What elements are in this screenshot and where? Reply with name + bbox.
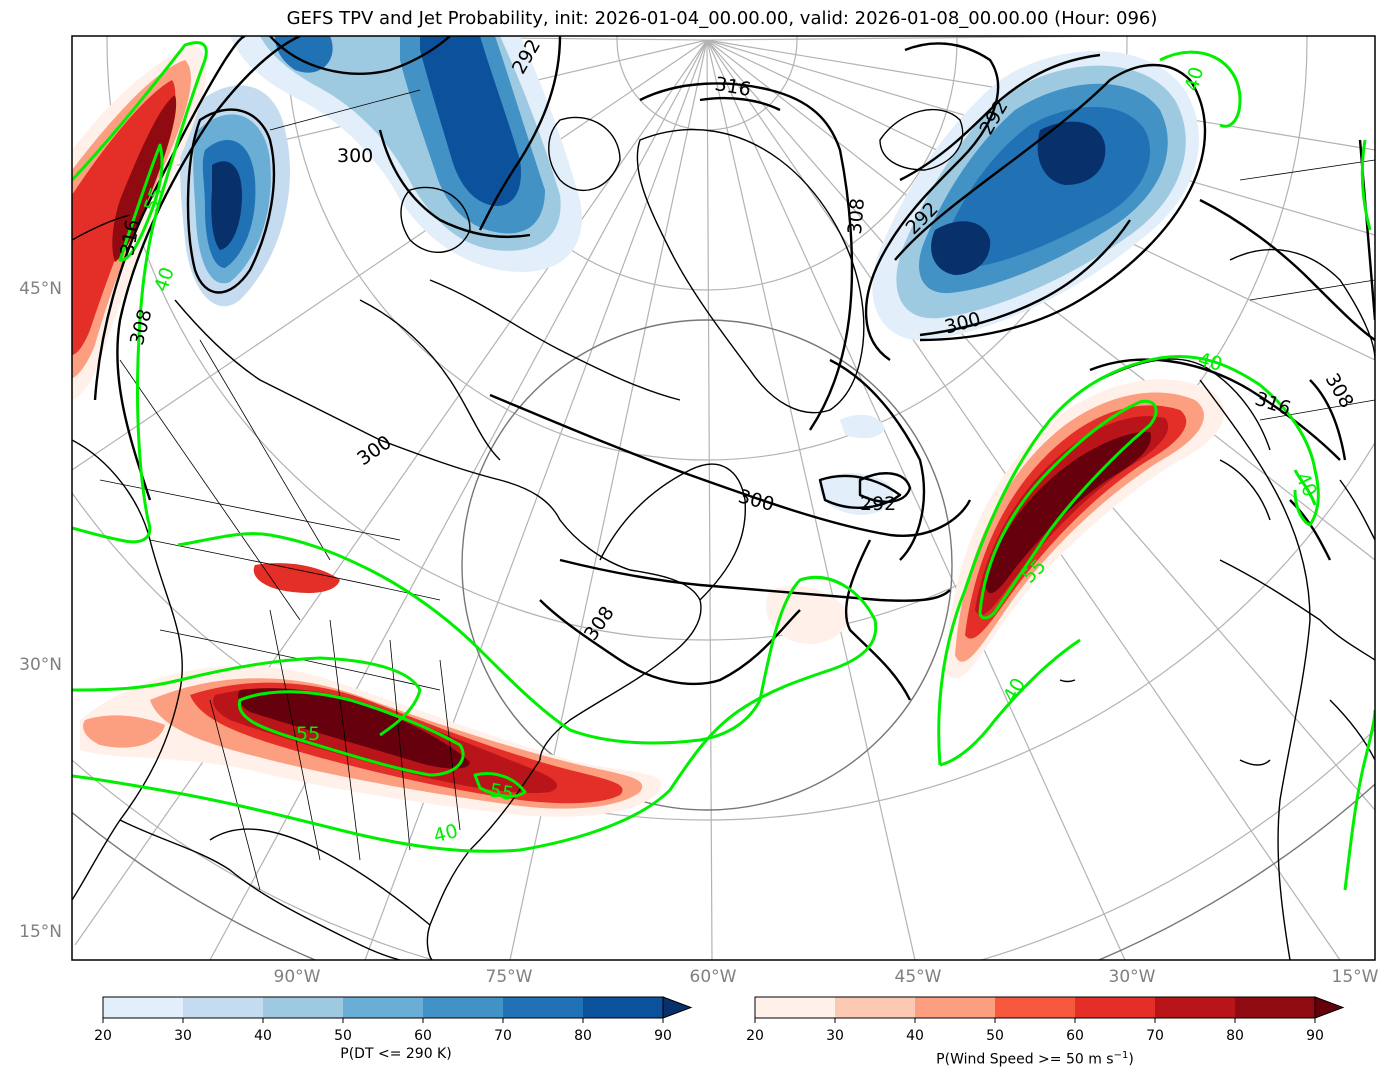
colorbar-tpv-label: P(DT <= 290 K) <box>340 1046 452 1062</box>
colorbar-segment <box>1075 997 1156 1018</box>
jet-label: 55 <box>296 723 320 745</box>
lon-labels: 90°W 75°W 60°W 45°W 30°W 15°W <box>274 967 1379 987</box>
theta-label: 300 <box>337 145 373 167</box>
colorbar-frame <box>754 996 1316 1019</box>
tpv-probability-shading <box>180 36 1199 515</box>
colorbar-tick-label: 30 <box>174 1028 192 1044</box>
jet-label: 55 <box>488 779 516 805</box>
colorbar-tick-label: 50 <box>334 1028 352 1044</box>
colorbar-extend-arrow <box>1314 996 1345 1019</box>
colorbar-tick-label: 90 <box>1306 1028 1324 1044</box>
colorbar-tick-label: 80 <box>1226 1028 1244 1044</box>
lon-label-60w: 60°W <box>690 967 737 987</box>
lat-label-15n: 15°N <box>19 922 62 942</box>
colorbar-segment <box>343 997 424 1018</box>
colorbar-tick-label: 30 <box>826 1028 844 1044</box>
colorbar-segment <box>183 997 264 1018</box>
colorbar-segment <box>263 997 344 1018</box>
lon-label-75w: 75°W <box>486 967 533 987</box>
lat-label-45n: 45°N <box>19 279 62 299</box>
coastlines-and-borders <box>72 108 1375 960</box>
jet-contours <box>72 41 1375 891</box>
lon-label-90w: 90°W <box>274 967 321 987</box>
colorbar-tick-label: 60 <box>1066 1028 1084 1044</box>
theta-label: 292 <box>860 493 896 515</box>
colorbar-segment <box>1235 997 1316 1018</box>
colorbar-tick-label: 90 <box>654 1028 672 1044</box>
theta-label: 308 <box>844 197 869 235</box>
colorbar-jet-label: P(Wind Speed >= 50 m s−1) <box>755 1050 1315 1068</box>
colorbar-segment <box>915 997 996 1018</box>
lon-label-15w: 15°W <box>1332 967 1379 987</box>
colorbar-jet-label-end: ) <box>1128 1051 1134 1068</box>
colorbar-tick-label: 20 <box>94 1028 112 1044</box>
colorbar-jet-label-exponent: −1 <box>1113 1050 1129 1061</box>
theta-contours <box>93 36 1375 701</box>
colorbar-frame <box>102 996 664 1019</box>
colorbar-tick-label: 40 <box>254 1028 272 1044</box>
lat-labels: 45°N 30°N 15°N <box>19 279 62 942</box>
colorbar-segment <box>995 997 1076 1018</box>
colorbar-tick-label: 50 <box>986 1028 1004 1044</box>
map-plot-area: 300 292 292 292 292 300 300 300 308 308 … <box>72 36 1375 960</box>
lat-label-30n: 30°N <box>19 655 62 675</box>
colorbar-jet-label-text: P(Wind Speed >= 50 m s <box>936 1051 1114 1068</box>
map-title: GEFS TPV and Jet Probability, init: 2026… <box>286 8 1158 29</box>
colorbar-tick-label: 40 <box>906 1028 924 1044</box>
colorbar-segment <box>1155 997 1236 1018</box>
jet-probability-shading <box>72 45 1225 817</box>
colorbar-segment <box>103 997 184 1018</box>
colorbar-segment <box>583 997 664 1018</box>
colorbar-jet: 20 30 40 50 60 70 80 90 <box>746 996 1345 1044</box>
colorbar-tick-label: 70 <box>494 1028 512 1044</box>
colorbar-tpv: 20 30 40 50 60 70 80 90 <box>94 996 693 1044</box>
colorbar-segment <box>755 997 836 1018</box>
colorbar-extend-arrow <box>662 996 693 1019</box>
colorbar-segment <box>423 997 504 1018</box>
colorbar-tick-label: 70 <box>1146 1028 1164 1044</box>
colorbar-tick-label: 60 <box>414 1028 432 1044</box>
political-borders <box>99 89 1375 891</box>
range-rings <box>72 319 1375 960</box>
colorbar-segment <box>503 997 584 1018</box>
lon-label-45w: 45°W <box>895 967 942 987</box>
colorbar-tick-label: 20 <box>746 1028 764 1044</box>
colorbar-segment <box>835 997 916 1018</box>
map-frame <box>71 35 1376 961</box>
lon-label-30w: 30°W <box>1109 967 1156 987</box>
colorbar-tick-label: 80 <box>574 1028 592 1044</box>
